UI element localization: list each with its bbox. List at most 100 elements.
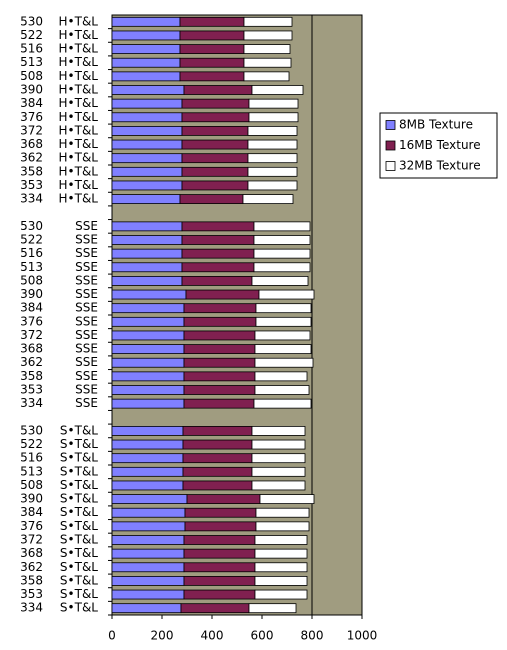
bar-segment (181, 98, 250, 109)
bar-segment (183, 548, 256, 559)
bar-segment (111, 480, 184, 491)
y-tick-label: 390 (20, 83, 43, 97)
y-tick-label: 372 (20, 123, 43, 137)
bar-segment (179, 44, 245, 54)
bar-segment (255, 507, 310, 518)
bar-segment (243, 16, 293, 27)
y-tick-label: 334 (20, 396, 43, 410)
bar-segment (254, 330, 311, 341)
bar-segment (183, 371, 256, 382)
y-tick-label: SSE (75, 369, 98, 383)
y-tick-label: SSE (75, 383, 98, 397)
y-tick-label: 362 (20, 151, 43, 165)
y-tick-label: H•T&L (59, 96, 99, 110)
y-tick-label: SSE (75, 233, 98, 247)
bar-segment (182, 439, 253, 450)
bar-segment (111, 316, 185, 327)
legend-label: 16MB Texture (399, 138, 481, 152)
bar-segment (253, 248, 311, 259)
y-tick-label: SSE (75, 246, 98, 260)
x-tick-label: 200 (151, 629, 174, 643)
y-tick-label: 390 (20, 287, 43, 301)
bar-segment (247, 180, 298, 191)
bar-segment (243, 30, 293, 41)
bar-segment (248, 112, 299, 123)
bar-segment (111, 71, 181, 82)
bar-segment (251, 453, 306, 464)
y-tick-label: S•T&L (60, 601, 98, 615)
y-tick-label: H•T&L (59, 137, 99, 151)
bar-segment (243, 44, 291, 54)
y-tick-label: S•T&L (60, 519, 98, 533)
legend-box (379, 112, 498, 179)
bar-segment (111, 235, 183, 245)
bar-segment (255, 303, 312, 314)
bar-segment (255, 316, 312, 327)
bar-segment (111, 57, 181, 68)
y-tick-label: 516 (20, 451, 43, 465)
y-tick-label: 508 (20, 69, 43, 83)
bar-segment (186, 494, 261, 504)
bar-segment (179, 57, 245, 68)
bar-segment (181, 262, 255, 273)
y-tick-label: 384 (20, 505, 43, 519)
bar-segment (111, 303, 185, 314)
bar-segment (248, 603, 297, 614)
bar-segment (247, 139, 298, 150)
legend-label: 8MB Texture (399, 118, 473, 132)
bar-segment (183, 344, 256, 354)
bar-segment (247, 126, 298, 136)
y-tick-label: 334 (20, 601, 43, 615)
bar-segment (183, 357, 256, 368)
y-tick-label: S•T&L (60, 505, 98, 519)
y-tick-label: H•T&L (59, 164, 99, 178)
y-tick-label: S•T&L (60, 573, 98, 587)
y-tick-label: H•T&L (59, 178, 99, 192)
bar-segment (111, 357, 185, 368)
bar-segment (247, 153, 298, 164)
y-tick-label: S•T&L (60, 464, 98, 478)
y-tick-label: S•T&L (60, 423, 98, 437)
y-tick-label: S•T&L (60, 451, 98, 465)
y-tick-label: 516 (20, 246, 43, 260)
bar-segment (111, 248, 183, 259)
y-tick-label: 376 (20, 314, 43, 328)
y-tick-label: 530 (20, 219, 43, 233)
y-tick-label: 376 (20, 519, 43, 533)
bar-segment (247, 166, 298, 177)
bar-segment (183, 330, 256, 341)
y-tick-label: H•T&L (59, 55, 99, 69)
y-tick-label: 522 (20, 437, 43, 451)
bar-segment (181, 112, 250, 123)
bar-segment (255, 521, 310, 532)
bar-segment (111, 371, 185, 382)
y-tick-label: 513 (20, 55, 43, 69)
y-tick-label: SSE (75, 342, 98, 356)
bar-segment (183, 316, 257, 327)
bar-segment (181, 276, 253, 286)
bar-segment (181, 153, 249, 164)
y-tick-label: SSE (75, 273, 98, 287)
y-tick-label: SSE (75, 287, 98, 301)
bar-segment (248, 98, 299, 109)
bar-segment (243, 71, 290, 82)
bar-segment (243, 57, 292, 68)
y-tick-label: S•T&L (60, 587, 98, 601)
bar-segment (182, 480, 253, 491)
y-tick-label: 522 (20, 233, 43, 247)
bar-segment (181, 221, 255, 232)
bar-segment (111, 262, 183, 273)
bar-segment (182, 426, 253, 436)
bar-segment (111, 521, 186, 532)
bar-segment (259, 494, 315, 504)
y-tick-label: H•T&L (59, 42, 99, 56)
x-tick-label: 1000 (347, 629, 378, 643)
bar-segment (254, 548, 308, 559)
bar-segment (254, 535, 308, 545)
bar-segment (185, 289, 260, 300)
y-tick-label: 513 (20, 464, 43, 478)
bar-segment (182, 453, 253, 464)
bar-segment (251, 85, 304, 95)
bar-segment (111, 330, 185, 341)
y-tick-label: 384 (20, 96, 43, 110)
